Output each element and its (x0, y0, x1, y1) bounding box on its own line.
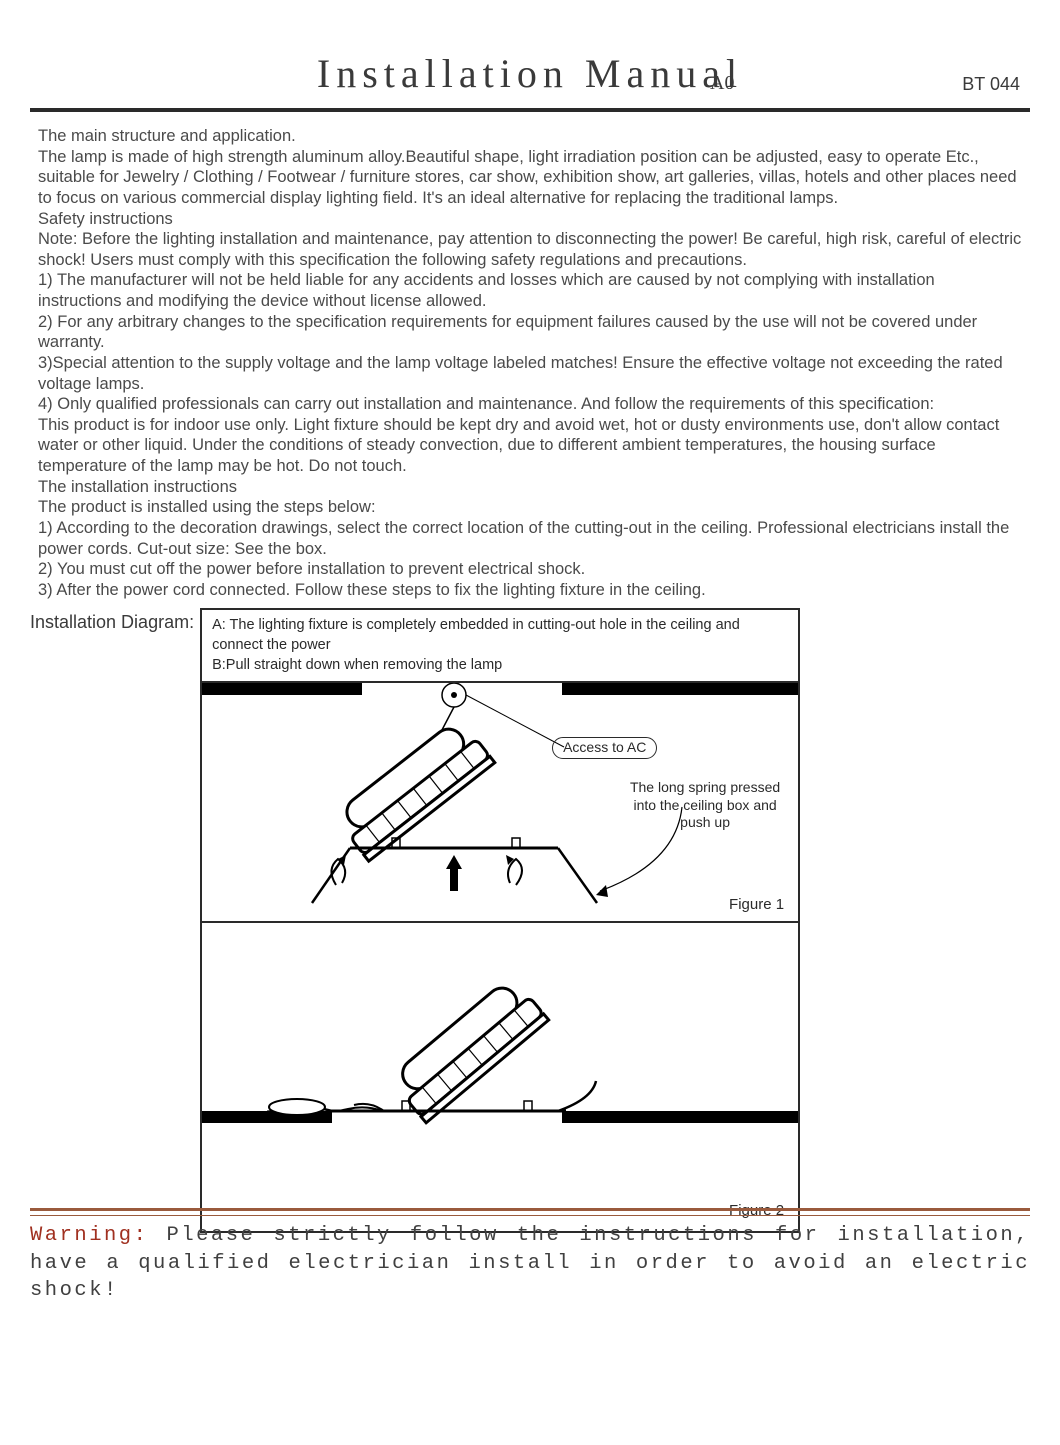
safety-item-1: 1) The manufacturer will not be held lia… (38, 271, 935, 310)
warning-rule-1 (30, 1208, 1030, 1211)
body-text: The main structure and application. The … (30, 126, 1030, 600)
access-ac-label: Access to AC (552, 737, 657, 759)
diagram-caption: A: The lighting fixture is completely em… (202, 610, 798, 681)
warning-rule-2 (30, 1215, 1030, 1216)
figure-1: Access to AC The long spring pressed int… (202, 681, 798, 921)
diagram-label: Installation Diagram: (30, 608, 194, 633)
header: Installation Manual A0 BT 044 (30, 50, 1030, 100)
safety-item-4: 4) Only qualified professionals can carr… (38, 395, 934, 413)
safety-note: Note: Before the lighting installation a… (38, 230, 1021, 269)
spring-callout: The long spring pressed into the ceiling… (620, 779, 790, 832)
safety-indoor: This product is for indoor use only. Lig… (38, 416, 999, 475)
install-intro: The product is installed using the steps… (38, 498, 376, 516)
install-item-1: 1) According to the decoration drawings,… (38, 519, 1009, 558)
install-item-3: 3) After the power cord connected. Follo… (38, 581, 706, 599)
figure-2-svg (202, 923, 802, 1233)
diagram-section: Installation Diagram: A: The lighting fi… (30, 608, 1030, 1233)
structure-heading: The main structure and application. (38, 126, 1022, 147)
install-item-2: 2) You must cut off the power before ins… (38, 560, 585, 578)
warning-block: Warning: Please strictly follow the inst… (30, 1208, 1030, 1305)
figure-2: Figure 2 (202, 921, 798, 1231)
revision-code: A0 (710, 72, 734, 95)
safety-heading: Safety instructions (38, 209, 1022, 230)
header-rule (30, 108, 1030, 112)
model-code: BT 044 (962, 74, 1020, 95)
figure-1-label: Figure 1 (729, 896, 784, 913)
caption-b: B:Pull straight down when removing the l… (212, 657, 502, 673)
warning-line-2: have a qualified electrician install in … (30, 1252, 1030, 1303)
warning-label: Warning: (30, 1224, 148, 1247)
warning-text: Warning: Please strictly follow the inst… (30, 1222, 1030, 1305)
access-ac-callout: Access to AC (552, 737, 657, 759)
install-heading: The installation instructions (38, 477, 1022, 498)
diagram-box: A: The lighting fixture is completely em… (200, 608, 800, 1233)
safety-item-3: 3)Special attention to the supply voltag… (38, 354, 1003, 393)
page-title: Installation Manual (30, 50, 1030, 97)
safety-item-2: 2) For any arbitrary changes to the spec… (38, 313, 977, 352)
warning-line-1: Please strictly follow the instructions … (148, 1224, 1030, 1247)
structure-body: The lamp is made of high strength alumin… (38, 148, 1017, 207)
caption-a: A: The lighting fixture is completely em… (212, 617, 740, 653)
